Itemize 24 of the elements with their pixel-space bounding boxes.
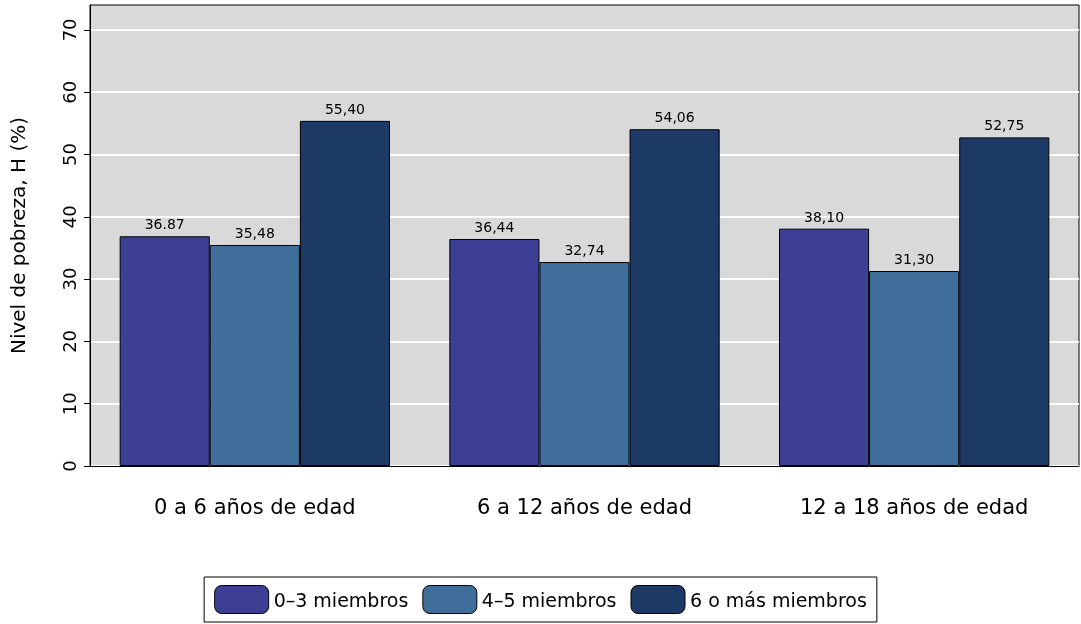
data-label: 52,75 [984,117,1025,134]
y-tick-label: 40 [58,205,80,229]
data-label: 54,06 [654,109,695,126]
y-tick-label: 30 [58,267,80,291]
y-tick-label: 20 [58,329,80,353]
y-tick-label: 10 [58,392,80,416]
y-axis-title: Nivel de pobreza, H (%) [6,116,30,355]
legend-label: 6 o más miembros [690,588,867,611]
x-tick-label: 0 a 6 años de edad [154,494,356,519]
data-label: 38,10 [804,208,845,225]
y-tick-label: 50 [58,143,80,166]
data-label: 35,48 [234,224,275,241]
data-label: 36.87 [144,216,185,233]
data-label: 31,30 [894,251,935,268]
y-tick-label: 0 [58,460,80,472]
y-tick-label: 70 [58,18,80,42]
x-tick-label: 6 a 12 años de edad [477,494,692,519]
x-tick-label: 12 a 18 años de edad [799,494,1029,519]
legend-label: 0–3 miembros [273,588,409,611]
y-tick-label: 60 [58,80,80,104]
data-label: 36,44 [474,218,515,235]
legend-label: 4–5 miembros [481,588,617,611]
data-label: 55,40 [324,100,365,117]
data-label: 32,74 [564,242,605,259]
